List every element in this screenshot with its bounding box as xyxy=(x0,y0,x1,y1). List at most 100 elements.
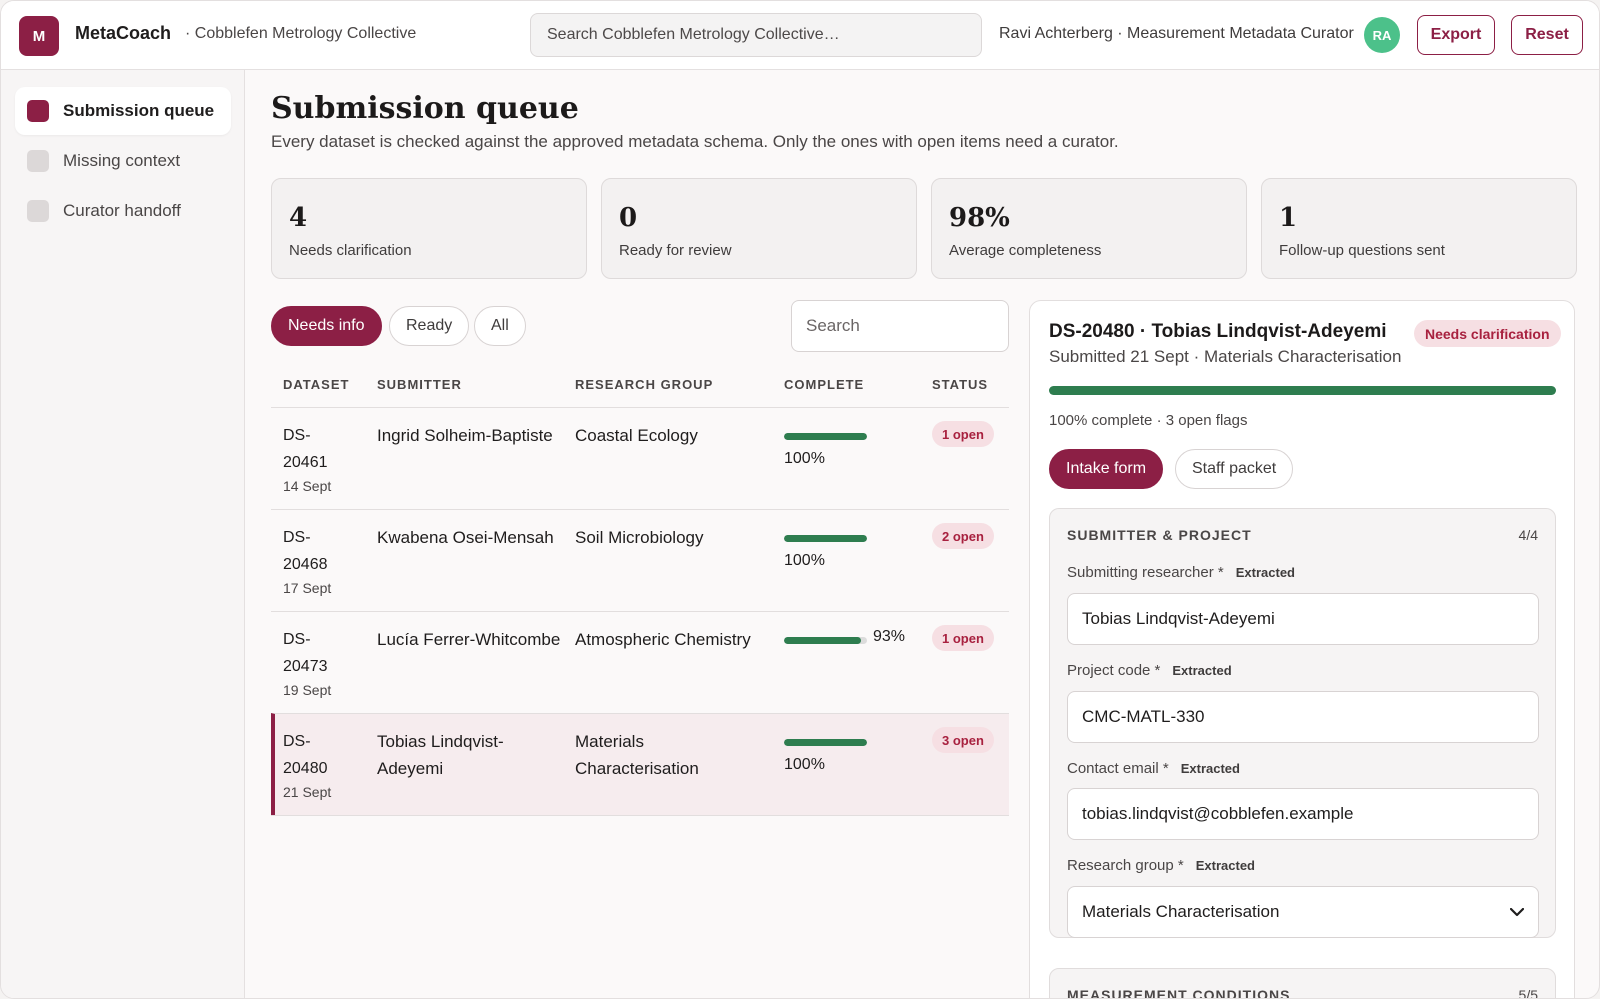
field-label-text: Research group * xyxy=(1067,857,1184,874)
app-logo: M xyxy=(19,16,59,56)
page-title: Submission queue xyxy=(271,91,579,126)
field-label: Submitting researcher * Extracted xyxy=(1067,564,1295,581)
submitter-name: Kwabena Osei-Mensah xyxy=(377,528,554,547)
sidebar-item-missing-context[interactable]: Missing context xyxy=(15,137,231,185)
tab-staff-packet[interactable]: Staff packet xyxy=(1175,449,1294,489)
dataset-date: 21 Sept xyxy=(283,784,332,800)
sidebar-item-submission-queue[interactable]: Submission queue xyxy=(15,87,231,135)
column-header-research-group: RESEARCH GROUP xyxy=(575,377,714,392)
sidebar-item-label: Curator handoff xyxy=(63,201,181,220)
dataset-id: DS-20468 xyxy=(283,529,328,573)
project-code-field[interactable]: CMC-MATL-330 xyxy=(1067,691,1539,743)
research-group: Coastal Ecology xyxy=(575,426,698,445)
completeness-value: 93% xyxy=(873,628,906,645)
completeness-bar xyxy=(784,433,867,440)
global-search-input[interactable] xyxy=(530,13,982,57)
detail-progress-text: 100% complete · 3 open flags xyxy=(1049,412,1248,429)
section-title: MEASUREMENT CONDITIONS xyxy=(1067,987,1291,999)
detail-subtitle: Submitted 21 Sept · Materials Characteri… xyxy=(1049,347,1402,366)
submitter-name: Lucía Ferrer-Whitcombe xyxy=(377,630,561,649)
extracted-tag: Extracted xyxy=(1235,565,1295,580)
filter-ready[interactable]: Ready xyxy=(389,306,470,346)
research-group-select[interactable]: Materials Characterisation xyxy=(1067,886,1539,938)
table-row[interactable]: DS-20473 19 Sept Lucía Ferrer-Whitcombe … xyxy=(271,611,1009,713)
status-badge: 1 open xyxy=(932,625,994,651)
research-group: Materials Characterisation xyxy=(575,732,699,778)
dataset-id: DS-20480 xyxy=(283,733,328,777)
table-divider xyxy=(271,815,1009,816)
chevron-down-icon xyxy=(1509,904,1525,920)
section-measurement-conditions[interactable]: MEASUREMENT CONDITIONS 5/5 xyxy=(1049,968,1556,999)
dataset-id: DS-20461 xyxy=(283,427,328,471)
detail-panel: DS-20480 · Tobias Lindqvist-Adeyemi Need… xyxy=(1029,300,1575,999)
completeness-bar-fill xyxy=(784,535,867,542)
submitter-name: Tobias Lindqvist-Adeyemi xyxy=(377,732,504,778)
stat-label: Follow-up questions sent xyxy=(1279,242,1445,259)
research-group: Soil Microbiology xyxy=(575,528,704,547)
table-search-input[interactable] xyxy=(791,300,1009,352)
dataset-date: 19 Sept xyxy=(283,682,332,698)
tab-intake-form[interactable]: Intake form xyxy=(1049,449,1164,489)
detail-progress-bar xyxy=(1049,386,1556,395)
field-label-text: Contact email * xyxy=(1067,760,1169,777)
stat-label: Ready for review xyxy=(619,242,732,259)
sidebar-item-curator-handoff[interactable]: Curator handoff xyxy=(15,187,231,235)
completeness-value: 100% xyxy=(784,756,825,773)
dataset-id: DS-20473 xyxy=(283,631,328,675)
section-title: SUBMITTER & PROJECT xyxy=(1067,527,1252,543)
filter-needs-info[interactable]: Needs info xyxy=(271,306,382,346)
export-button[interactable]: Export xyxy=(1417,15,1495,55)
completeness-bar-fill xyxy=(784,637,862,644)
column-header-complete: COMPLETE xyxy=(784,377,865,392)
column-header-dataset: DATASET xyxy=(283,377,350,392)
detail-status-badge: Needs clarification xyxy=(1414,320,1561,347)
stat-value: 1 xyxy=(1279,203,1298,233)
completeness-bar-fill xyxy=(784,433,867,440)
reset-button[interactable]: Reset xyxy=(1511,15,1583,55)
table-row[interactable]: DS-20468 17 Sept Kwabena Osei-Mensah Soi… xyxy=(271,509,1009,611)
section-count: 4/4 xyxy=(1518,527,1538,543)
page-subtitle: Every dataset is checked against the app… xyxy=(271,132,1119,151)
detail-progress-fill xyxy=(1049,386,1556,395)
avatar[interactable]: RA xyxy=(1364,17,1400,53)
org-name: · Cobblefen Metrology Collective xyxy=(185,25,417,42)
app-name: MetaCoach xyxy=(75,23,172,43)
field-label-text: Submitting researcher * xyxy=(1067,564,1224,581)
sidebar-item-label: Missing context xyxy=(63,151,181,170)
completeness-bar xyxy=(784,739,867,746)
column-header-status: STATUS xyxy=(932,377,989,392)
stat-value: 0 xyxy=(619,203,638,233)
section-submitter-project: SUBMITTER & PROJECT 4/4 Submitting resea… xyxy=(1049,508,1556,938)
status-badge: 3 open xyxy=(932,727,994,753)
table-row[interactable]: DS-20461 14 Sept Ingrid Solheim-Baptiste… xyxy=(271,407,1009,509)
status-badge: 2 open xyxy=(932,523,994,549)
stat-card: 1 Follow-up questions sent xyxy=(1261,178,1577,279)
stat-value: 4 xyxy=(289,203,308,233)
completeness-bar xyxy=(784,637,867,644)
queue-icon xyxy=(27,100,49,122)
completeness-bar xyxy=(784,535,867,542)
context-icon xyxy=(27,150,49,172)
table-row-selected[interactable]: DS-20480 21 Sept Tobias Lindqvist-Adeyem… xyxy=(271,713,1009,815)
status-badge: 1 open xyxy=(932,421,994,447)
submitting-researcher-field[interactable]: Tobias Lindqvist-Adeyemi xyxy=(1067,593,1539,645)
field-label: Project code * Extracted xyxy=(1067,662,1232,679)
contact-email-field[interactable]: tobias.lindqvist@cobblefen.example xyxy=(1067,788,1539,840)
extracted-tag: Extracted xyxy=(1172,663,1232,678)
select-value: Materials Characterisation xyxy=(1082,902,1280,921)
stat-value: 98% xyxy=(949,203,1010,233)
current-user-label: Ravi Achterberg · Measurement Metadata C… xyxy=(999,25,1354,42)
top-bar: M MetaCoach · Cobblefen Metrology Collec… xyxy=(1,1,1599,70)
stat-label: Average completeness xyxy=(949,242,1102,259)
field-label: Contact email * Extracted xyxy=(1067,760,1240,777)
completeness-bar-fill xyxy=(784,739,867,746)
sidebar: Submission queue Missing context Curator… xyxy=(1,70,245,998)
completeness-value: 100% xyxy=(784,450,825,467)
submitter-name: Ingrid Solheim-Baptiste xyxy=(377,426,553,445)
field-label: Research group * Extracted xyxy=(1067,857,1255,874)
stat-card: 4 Needs clarification xyxy=(271,178,587,279)
filter-all[interactable]: All xyxy=(474,306,526,346)
research-group: Atmospheric Chemistry xyxy=(575,630,751,649)
field-label-text: Project code * xyxy=(1067,662,1161,679)
